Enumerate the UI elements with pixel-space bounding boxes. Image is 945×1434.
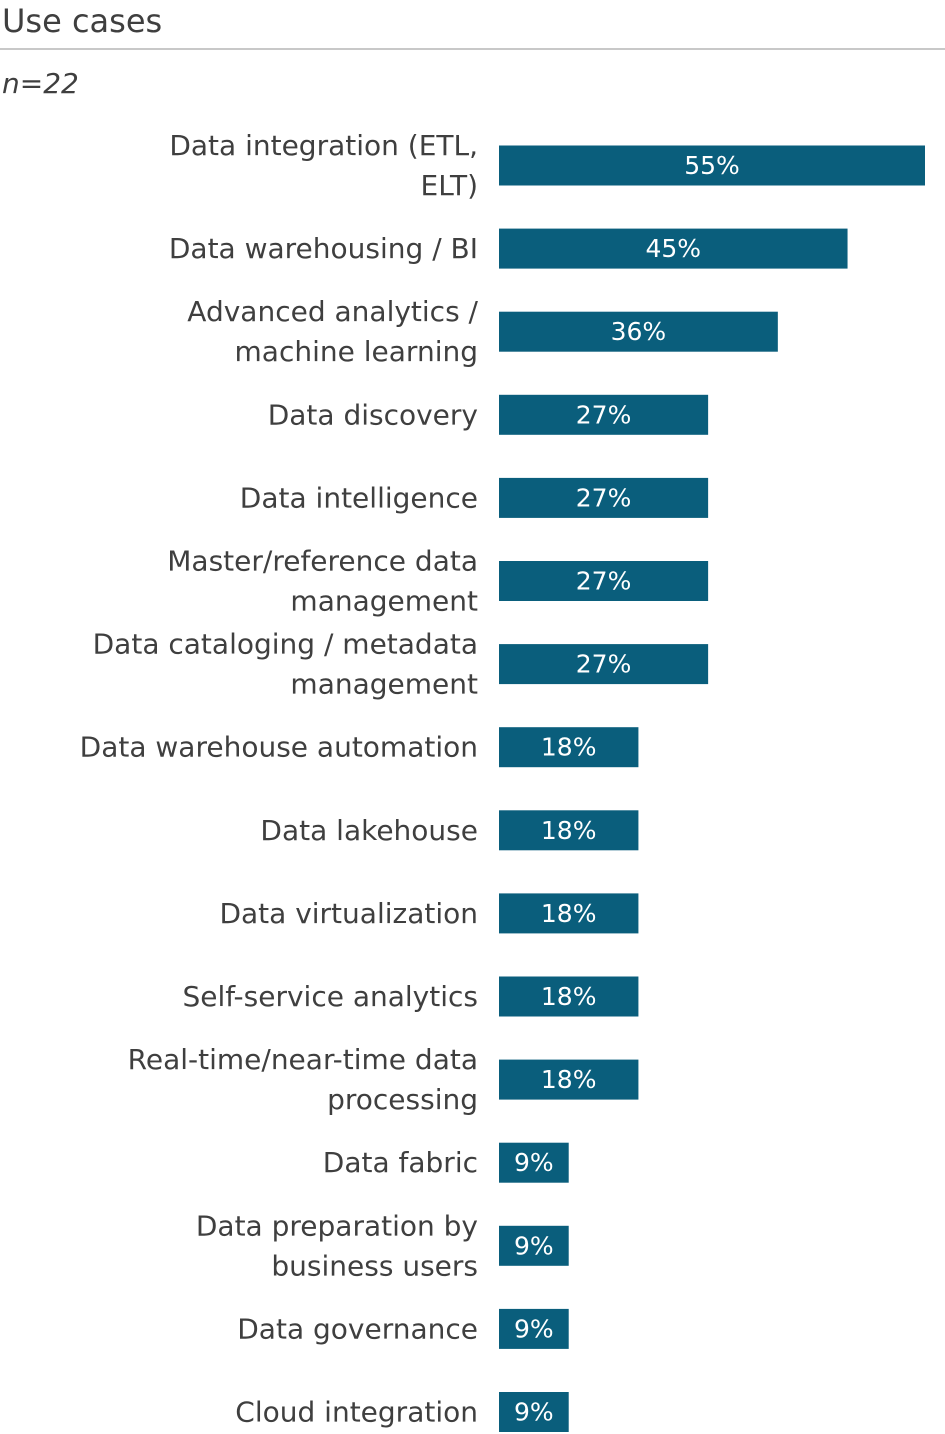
category-label-line: Cloud integration xyxy=(235,1396,478,1429)
bar xyxy=(499,1392,569,1432)
title-divider xyxy=(0,48,945,50)
category-label: Data lakehouse xyxy=(260,814,478,847)
bar xyxy=(499,561,709,601)
category-label: Data integration (ETL, ELT) xyxy=(169,129,478,202)
category-label: Self-service analytics xyxy=(182,980,478,1013)
bar xyxy=(499,893,639,934)
category-label: Data preparation by business users xyxy=(196,1209,478,1282)
bar-value-label: 18% xyxy=(541,733,597,762)
bar xyxy=(499,976,639,1017)
category-label-line: Data cataloging / metadata xyxy=(93,628,478,661)
category-label: Data intelligence xyxy=(240,481,478,514)
bar-value-label: 55% xyxy=(684,151,740,180)
category-label-line: Master/reference data xyxy=(167,545,478,578)
bar-value-label: 45% xyxy=(645,234,701,263)
bar-value-label: 27% xyxy=(576,400,632,429)
bar xyxy=(499,311,778,352)
bar xyxy=(499,228,848,269)
bar-value-label: 27% xyxy=(576,650,632,679)
category-label: Data cataloging / metadata management xyxy=(93,628,478,701)
category-label: Master/reference data management xyxy=(167,545,478,618)
bar xyxy=(499,1142,569,1183)
bar xyxy=(499,394,709,435)
category-label: Data warehousing / BI xyxy=(169,232,478,265)
bar xyxy=(499,727,639,768)
category-label-line: Self-service analytics xyxy=(182,980,478,1013)
bar xyxy=(499,1308,569,1349)
bar-value-label: 18% xyxy=(541,816,597,845)
bar xyxy=(499,1059,639,1100)
bar-value-label: 27% xyxy=(576,567,632,596)
category-label-line: machine learning xyxy=(235,335,478,368)
category-label-line: processing xyxy=(327,1083,478,1116)
category-label-line: ELT) xyxy=(421,169,478,202)
category-label-line: Data governance xyxy=(237,1312,478,1345)
category-label: Data virtualization xyxy=(219,897,478,930)
category-label: Data fabric xyxy=(323,1146,478,1179)
bar-value-label: 18% xyxy=(541,982,597,1011)
category-label-line: Data virtualization xyxy=(219,897,478,930)
category-label-line: Data fabric xyxy=(323,1146,478,1179)
bar xyxy=(499,644,709,685)
category-label-line: Advanced analytics / xyxy=(187,295,478,328)
bar xyxy=(499,810,639,851)
category-label-line: Data discovery xyxy=(268,398,478,431)
bar-value-label: 36% xyxy=(611,317,667,346)
bar-value-label: 9% xyxy=(514,1231,554,1260)
category-label-line: Real-time/near-time data xyxy=(128,1043,478,1076)
bar-value-label: 27% xyxy=(576,483,632,512)
category-label: Advanced analytics / machine learning xyxy=(187,295,478,368)
sample-size-note: n=22 xyxy=(2,67,79,100)
category-label: Data discovery xyxy=(268,398,478,431)
bar-value-label: 18% xyxy=(541,1065,597,1094)
bar-value-label: 9% xyxy=(514,1398,554,1427)
category-label-line: Data warehouse automation xyxy=(80,731,478,764)
bar xyxy=(499,1225,569,1266)
bar-value-label: 9% xyxy=(514,1148,554,1177)
category-label: Real-time/near-time data processing xyxy=(128,1043,478,1116)
category-label-line: business users xyxy=(271,1249,478,1282)
bar xyxy=(499,477,709,518)
category-label-line: Data preparation by xyxy=(196,1209,478,1242)
category-label: Data governance xyxy=(237,1312,478,1345)
category-label-line: Data integration (ETL, xyxy=(169,129,478,162)
bar-value-label: 18% xyxy=(541,899,597,928)
category-label-line: Data warehousing / BI xyxy=(169,232,478,265)
category-label: Data warehouse automation xyxy=(80,731,478,764)
bar xyxy=(499,145,925,186)
category-label-line: Data intelligence xyxy=(240,481,478,514)
category-label: Cloud integration xyxy=(235,1396,478,1429)
chart-title: Use cases xyxy=(2,2,163,40)
bar-value-label: 9% xyxy=(514,1314,554,1343)
category-label-line: Data lakehouse xyxy=(260,814,478,847)
category-label-line: management xyxy=(290,585,478,618)
category-label-line: management xyxy=(290,668,478,701)
